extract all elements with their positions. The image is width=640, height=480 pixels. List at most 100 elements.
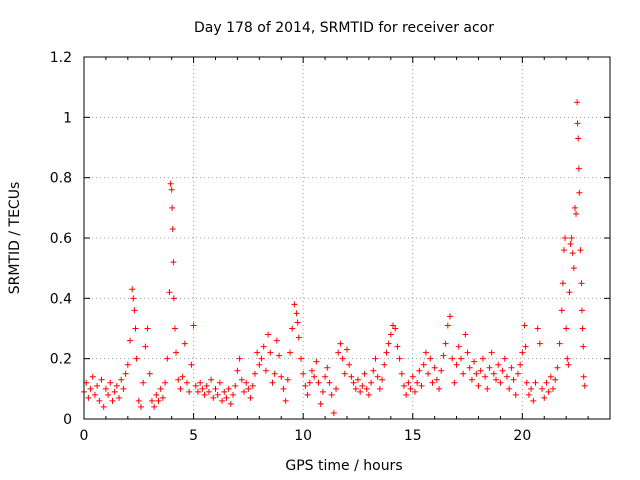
data-point — [254, 349, 261, 356]
data-point — [462, 331, 469, 338]
data-point — [565, 361, 572, 368]
data-point — [376, 385, 383, 392]
data-point — [278, 373, 285, 380]
data-point — [169, 204, 176, 211]
y-tick-labels: 0 0.2 0.4 0.6 0.8 1 1.2 — [50, 50, 72, 428]
data-point — [324, 364, 331, 371]
data-point — [381, 361, 388, 368]
data-point — [335, 349, 342, 356]
data-point — [293, 310, 300, 317]
data-point — [525, 391, 532, 398]
data-point — [510, 376, 517, 383]
data-point — [499, 367, 506, 374]
data-point — [258, 355, 265, 362]
data-point — [167, 180, 174, 187]
data-point — [522, 343, 529, 350]
data-point — [282, 397, 289, 404]
data-point — [503, 373, 510, 380]
data-point — [379, 376, 386, 383]
data-point — [429, 379, 436, 386]
data-point — [256, 361, 263, 368]
data-point — [302, 382, 309, 389]
data-point — [203, 382, 210, 389]
data-point — [89, 373, 96, 380]
data-point — [247, 394, 254, 401]
data-point — [554, 364, 561, 371]
data-point — [100, 403, 107, 410]
data-point — [581, 382, 588, 389]
data-point — [361, 370, 368, 377]
data-point — [238, 376, 245, 383]
data-point — [486, 364, 493, 371]
data-point — [122, 370, 129, 377]
data-point — [170, 259, 177, 266]
data-point — [354, 376, 361, 383]
data-point — [319, 388, 326, 395]
data-point — [280, 385, 287, 392]
data-point — [352, 385, 359, 392]
data-point — [225, 385, 232, 392]
x-tick-label: 10 — [294, 428, 312, 444]
data-point — [570, 265, 577, 272]
y-tick-label: 0.8 — [50, 171, 72, 187]
data-point — [210, 394, 217, 401]
data-point — [577, 247, 584, 254]
data-point — [576, 189, 583, 196]
plot-frame — [83, 56, 611, 420]
data-point — [482, 373, 489, 380]
data-point — [132, 325, 139, 332]
data-point — [91, 391, 98, 398]
data-point — [311, 373, 318, 380]
data-point — [199, 385, 206, 392]
data-point — [444, 322, 451, 329]
data-point — [348, 373, 355, 380]
data-point — [473, 370, 480, 377]
data-point — [205, 388, 212, 395]
data-point — [326, 379, 333, 386]
data-point — [111, 388, 118, 395]
data-point — [142, 343, 149, 350]
data-point — [552, 376, 559, 383]
data-point — [344, 346, 350, 353]
data-point — [532, 379, 539, 386]
data-point — [140, 379, 147, 386]
data-point — [294, 319, 301, 326]
data-point — [236, 355, 243, 362]
data-point — [573, 210, 580, 217]
data-point — [370, 367, 377, 374]
data-point — [405, 379, 412, 386]
data-point — [420, 361, 427, 368]
y-axis-label: SRMTID / TECUs — [7, 182, 23, 295]
data-point — [385, 340, 392, 347]
data-point — [212, 385, 219, 392]
data-point — [159, 394, 166, 401]
data-point — [192, 382, 199, 389]
data-point — [164, 355, 171, 362]
data-point — [330, 409, 337, 416]
data-point — [571, 204, 578, 211]
data-point — [337, 340, 344, 347]
data-point — [580, 373, 587, 380]
data-point — [497, 379, 504, 386]
data-point — [113, 382, 120, 389]
data-point — [447, 313, 454, 320]
data-point — [313, 358, 320, 365]
data-point — [560, 247, 567, 254]
data-point — [438, 367, 445, 374]
data-point — [181, 340, 188, 347]
data-point — [575, 165, 582, 172]
data-point — [234, 367, 241, 374]
data-point — [177, 385, 184, 392]
data-point — [260, 343, 267, 350]
data-point — [387, 331, 394, 338]
data-point — [308, 367, 315, 374]
data-point — [427, 355, 434, 362]
data-point — [201, 391, 208, 398]
data-point — [528, 385, 535, 392]
data-point — [580, 343, 587, 350]
data-point — [508, 364, 515, 371]
data-point — [232, 382, 239, 389]
data-point — [157, 385, 164, 392]
data-point — [116, 394, 123, 401]
data-point — [475, 382, 482, 389]
